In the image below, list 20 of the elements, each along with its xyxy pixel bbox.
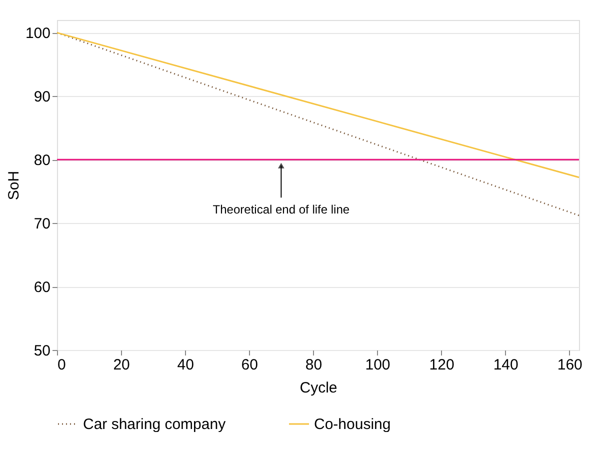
- x-axis-title: Cycle: [300, 380, 338, 396]
- y-axis-title: SoH: [5, 170, 22, 200]
- y-tick-label: 60: [34, 279, 50, 296]
- x-tick-label: 140: [493, 356, 518, 374]
- x-tick-label: 80: [305, 356, 322, 374]
- y-tick-label: 100: [25, 25, 50, 42]
- y-tick-label: 70: [34, 216, 50, 233]
- annotation: Theoretical end of life line: [212, 202, 350, 217]
- x-tick-label: 120: [429, 356, 454, 374]
- y-tick-label: 90: [34, 88, 50, 106]
- x-tick-label: 160: [557, 356, 582, 374]
- y-tick-label: 50: [34, 342, 50, 360]
- y-tick-label: 80: [34, 152, 50, 170]
- legend-label: Car sharing company: [83, 416, 226, 433]
- x-tick-label: 40: [177, 356, 194, 374]
- legend-label: Co-housing: [314, 416, 391, 433]
- x-tick-label: 60: [241, 356, 258, 374]
- x-tick-label: 0: [58, 356, 66, 374]
- x-tick-label: 20: [113, 356, 130, 374]
- x-tick-label: 100: [365, 356, 390, 374]
